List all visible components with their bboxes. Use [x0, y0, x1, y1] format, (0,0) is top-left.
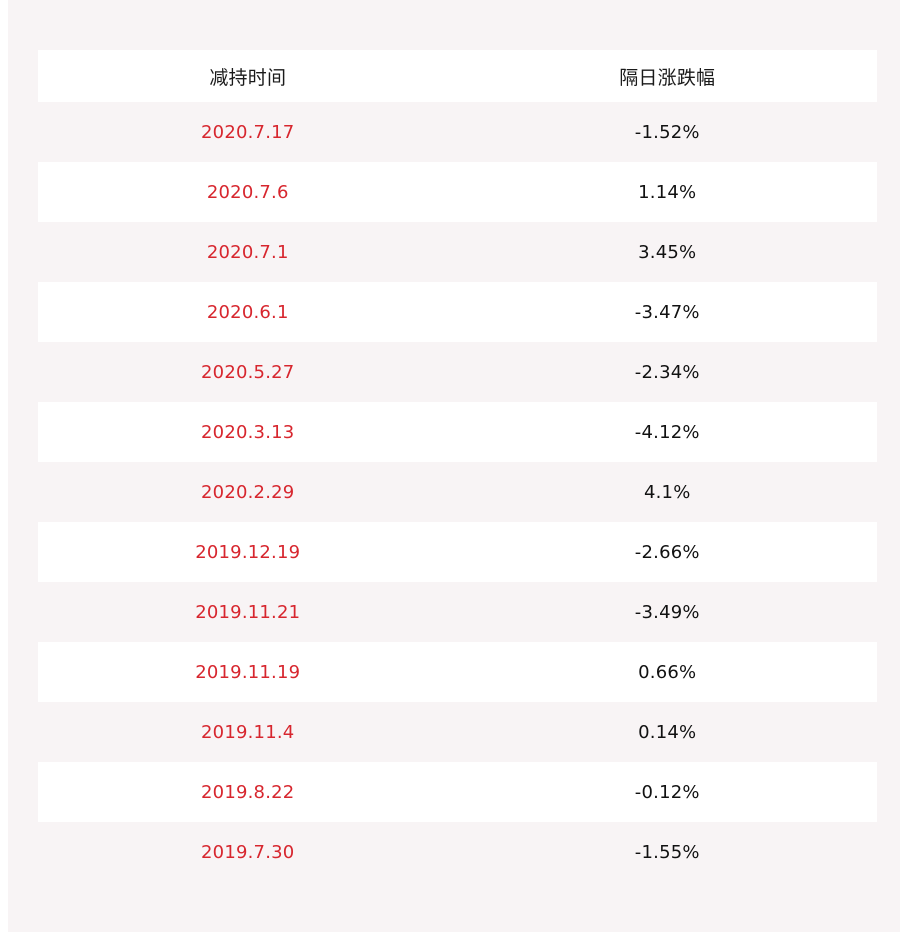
row-date: 2019.7.30	[201, 841, 295, 863]
table-row: 2020.7.17 -1.52%	[38, 102, 877, 162]
row-change: -1.52%	[634, 121, 700, 143]
table-row: 2020.5.27 -2.34%	[38, 342, 877, 402]
table-body: 2020.7.17 -1.52% 2020.7.6 1.14% 2020.7.1 3.45…	[38, 102, 877, 882]
header-change: 隔日涨跌幅	[619, 66, 716, 89]
table-panel: 减持时间 隔日涨跌幅 2020.7.17 -1.52% 2020.7.6 1.14% 2…	[8, 0, 900, 932]
row-change: 0.66%	[638, 661, 697, 683]
table-row: 2020.7.1 3.45%	[38, 222, 877, 282]
row-date: 2019.11.4	[201, 721, 295, 743]
row-date: 2020.2.29	[201, 481, 295, 503]
row-date: 2020.3.13	[201, 421, 295, 443]
row-date: 2020.7.6	[206, 181, 289, 203]
row-date: 2019.8.22	[201, 781, 295, 803]
table-row: 2020.6.1 -3.47%	[38, 282, 877, 342]
table-row: 2019.11.21 -3.49%	[38, 582, 877, 642]
row-change: -2.34%	[634, 361, 700, 383]
row-change: 3.45%	[638, 241, 697, 263]
table-row: 2020.3.13 -4.12%	[38, 402, 877, 462]
table-header-row: 减持时间 隔日涨跌幅	[38, 50, 877, 102]
row-date: 2019.11.21	[195, 601, 301, 623]
row-change: -0.12%	[634, 781, 700, 803]
row-change: -4.12%	[634, 421, 700, 443]
row-date: 2020.7.1	[206, 241, 289, 263]
header-date: 减持时间	[209, 66, 287, 89]
row-change: -1.55%	[634, 841, 700, 863]
row-change: 4.1%	[643, 481, 691, 503]
row-change: -2.66%	[634, 541, 700, 563]
row-date: 2019.11.19	[195, 661, 301, 683]
table-row: 2019.11.19 0.66%	[38, 642, 877, 702]
table-row: 2019.11.4 0.14%	[38, 702, 877, 762]
table-row: 2020.7.6 1.14%	[38, 162, 877, 222]
row-change: 1.14%	[638, 181, 697, 203]
row-change: -3.49%	[634, 601, 700, 623]
reduction-table: 减持时间 隔日涨跌幅 2020.7.17 -1.52% 2020.7.6 1.14% 2…	[38, 50, 877, 882]
row-date: 2020.5.27	[201, 361, 295, 383]
row-change: -3.47%	[634, 301, 700, 323]
table-row: 2019.7.30 -1.55%	[38, 822, 877, 882]
table-row: 2020.2.29 4.1%	[38, 462, 877, 522]
row-change: 0.14%	[638, 721, 697, 743]
row-date: 2019.12.19	[195, 541, 301, 563]
row-date: 2020.7.17	[201, 121, 295, 143]
table-row: 2019.8.22 -0.12%	[38, 762, 877, 822]
table-row: 2019.12.19 -2.66%	[38, 522, 877, 582]
row-date: 2020.6.1	[206, 301, 289, 323]
